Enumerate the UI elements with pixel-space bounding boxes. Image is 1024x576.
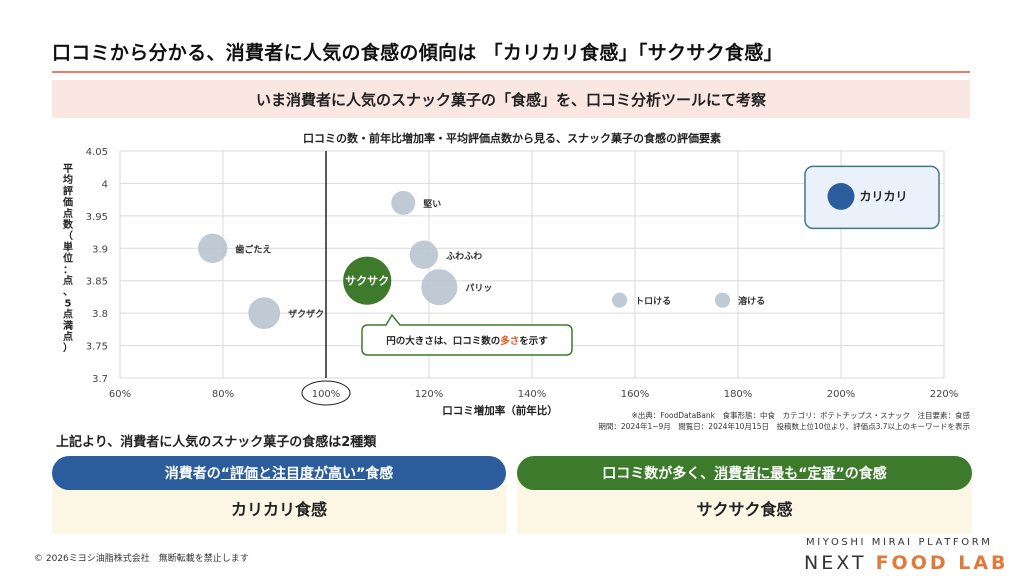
x-tick-label: 180% bbox=[724, 389, 753, 400]
source-note: ※出典：FoodDataBank 食事形態：中食 カテゴリ：ポテトチップス・スナ… bbox=[420, 410, 970, 432]
y-tick-label: 3.75 bbox=[86, 342, 108, 353]
source-line-1: ※出典：FoodDataBank 食事形態：中食 カテゴリ：ポテトチップス・スナ… bbox=[631, 411, 970, 420]
card-sakusaku-head-emphasis: 消費者に最も“定番” bbox=[714, 466, 845, 482]
y-tick-label: 3.9 bbox=[92, 244, 108, 255]
y-axis-label-char: ： bbox=[63, 265, 73, 276]
bubble-label: 溶ける bbox=[738, 295, 765, 307]
bubble-point bbox=[343, 256, 392, 305]
y-axis-label-char: 点 bbox=[63, 274, 73, 287]
bubble-label: ふわふわ bbox=[446, 251, 482, 262]
bubble-label: パリッ bbox=[465, 282, 492, 294]
y-axis-label-char: 単 bbox=[63, 240, 73, 253]
bubble-label: 堅い bbox=[423, 199, 441, 210]
chart-title: 口コミの数・前年比増加率・平均評価点数から見る、スナック菓子の食感の評価要素 bbox=[303, 132, 721, 145]
y-tick-label: 3.85 bbox=[86, 277, 108, 288]
x-tick-label: 60% bbox=[109, 389, 131, 400]
y-axis-label-char: 満 bbox=[63, 319, 73, 332]
card-karikari-header: 消費者の “評価と注目度が高い” 食感 bbox=[52, 456, 506, 490]
source-line-2: 期間：2024年1~9月 閲覧日：2024年10月15日 投稿数上位10位より、… bbox=[598, 422, 970, 431]
card-karikari-head-prefix: 消費者の bbox=[164, 466, 221, 482]
bubble-point bbox=[409, 240, 439, 269]
card-karikari-head-emphasis: “評価と注目度が高い” bbox=[220, 466, 366, 482]
y-tick-label: 4 bbox=[102, 179, 108, 190]
brand-next: NEXT bbox=[804, 552, 867, 574]
bubble-point bbox=[421, 269, 458, 306]
y-axis-label-char: 評 bbox=[63, 184, 73, 197]
brand-logo: NEXT FOOD LAB bbox=[804, 552, 1009, 574]
bubble-point bbox=[611, 292, 628, 308]
x-tick-label: 100% bbox=[312, 389, 341, 400]
subtitle-banner: いま消費者に人気のスナック菓子の「食感」を、口コミ分析ツールにて考察 bbox=[52, 80, 970, 118]
y-tick-label: 3.7 bbox=[92, 374, 108, 385]
y-axis-label-char: 位 bbox=[63, 252, 73, 265]
bubble-label: サクサク bbox=[345, 275, 389, 288]
y-axis-label-char: 点 bbox=[63, 207, 73, 220]
y-tick-label: 3.95 bbox=[86, 212, 108, 223]
y-tick-label: 4.05 bbox=[86, 147, 108, 158]
bubble-label: トロける bbox=[635, 296, 671, 307]
annotation-part: を示す bbox=[519, 336, 548, 347]
y-axis-label-char: 、 bbox=[63, 287, 73, 298]
y-axis-label-char: 5 bbox=[65, 298, 72, 309]
bubble-label: ザクザク bbox=[288, 309, 324, 320]
card-sakusaku-head-prefix: 口コミ数が多く、 bbox=[602, 466, 715, 482]
brand-food-lab: FOOD LAB bbox=[875, 552, 1009, 574]
annotation-part: 円の大きさは、口コミ数の bbox=[386, 335, 500, 347]
x-tick-label: 140% bbox=[518, 389, 547, 400]
bubble-label: カリカリ bbox=[859, 189, 907, 203]
copyright-text: © 2026ミヨシ油脂株式会社 無断転載を禁止します bbox=[34, 554, 249, 564]
y-axis-label-char: 点 bbox=[63, 330, 73, 343]
x-axis-label: 口コミ増加率（前年比） bbox=[442, 404, 558, 417]
y-axis-label-char: 平 bbox=[63, 163, 73, 175]
y-axis-label-char: 価 bbox=[62, 196, 73, 209]
y-axis-label-char: （ bbox=[63, 229, 73, 242]
x-tick-label: 200% bbox=[827, 389, 856, 400]
highlight-box-karikari bbox=[804, 165, 940, 230]
bubble-point bbox=[827, 182, 855, 210]
x-tick-label: 220% bbox=[930, 389, 959, 400]
x-tick-label: 120% bbox=[415, 389, 444, 400]
x-tick-label: 160% bbox=[621, 389, 650, 400]
brand-tagline: MIYOSHI MIRAI PLATFORM bbox=[806, 537, 993, 548]
title-divider bbox=[52, 71, 970, 73]
bubble-point bbox=[391, 190, 416, 215]
bubble-label: 歯ごたえ bbox=[235, 243, 271, 255]
card-karikari: 消費者の “評価と注目度が高い” 食感 カリカリ食感 bbox=[52, 456, 506, 534]
card-sakusaku: 口コミ数が多く、 消費者に最も“定番” の食感 サクサク食感 bbox=[517, 456, 972, 534]
x-tick-label: 80% bbox=[212, 389, 234, 400]
y-axis-label-char: 均 bbox=[63, 173, 73, 186]
reference-tick-highlight bbox=[301, 380, 351, 406]
card-sakusaku-head-suffix: の食感 bbox=[844, 466, 887, 482]
y-tick-label: 3.8 bbox=[92, 309, 108, 320]
y-axis-label: 平均評価点数（単位：点、 5 点満点） bbox=[62, 163, 74, 354]
bubble-point bbox=[248, 297, 281, 330]
annotation-callout bbox=[361, 313, 573, 356]
bubble-point bbox=[197, 233, 228, 264]
card-sakusaku-header: 口コミ数が多く、 消費者に最も“定番” の食感 bbox=[517, 456, 972, 490]
y-axis-label-char: ） bbox=[63, 341, 73, 354]
y-axis-label-char: 点 bbox=[63, 308, 73, 321]
bubble-point bbox=[714, 292, 731, 308]
annotation-highlight: 多さ bbox=[500, 335, 519, 347]
card-karikari-head-suffix: 食感 bbox=[365, 466, 394, 482]
y-axis-label-char: 数 bbox=[63, 218, 74, 231]
annotation-text: 円の大きさは、口コミ数の多さを示す bbox=[386, 335, 548, 347]
conclusion-text: 上記より、消費者に人気のスナック菓子の食感は2種類 bbox=[56, 435, 377, 450]
page-title: 口コミから分かる、消費者に人気の食感の傾向は 「カリカリ食感」「サクサク食感」 bbox=[52, 42, 783, 64]
bubble-chart: 60% 80% 100% 120% 140% 160% 180% 200% 220% 3.7 3.7… bbox=[62, 147, 959, 417]
